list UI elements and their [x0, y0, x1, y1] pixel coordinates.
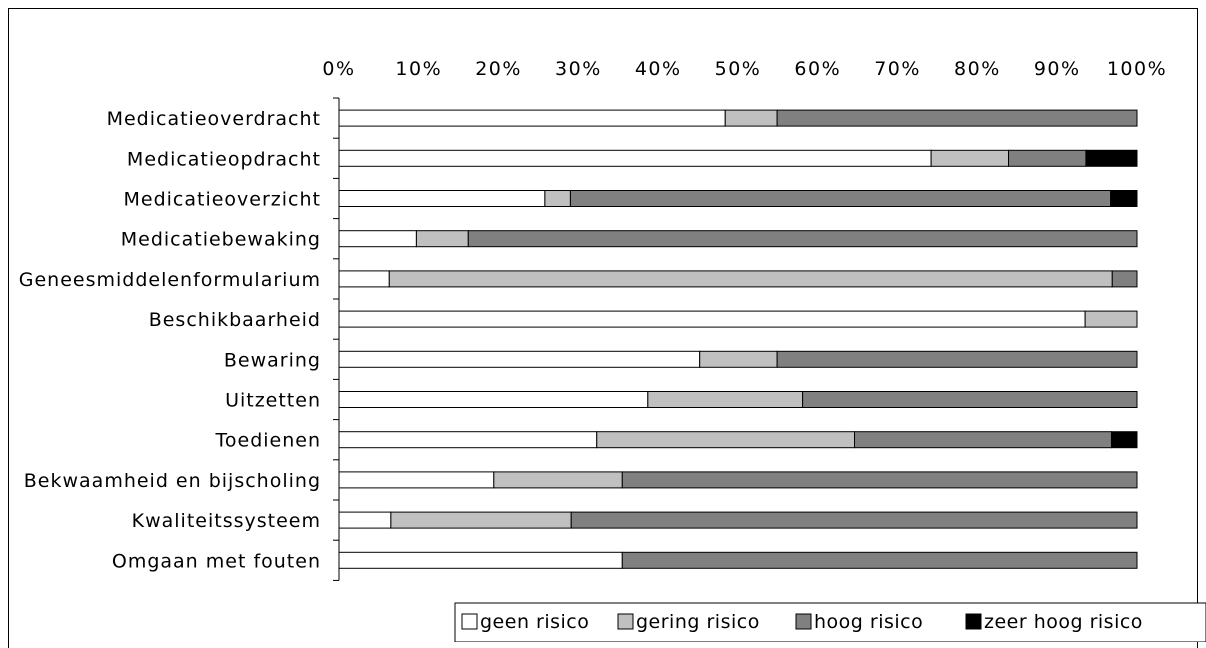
- bar-segment: [776, 109, 1138, 127]
- x-tick-label: 10%: [395, 58, 442, 80]
- x-tick-label: 90%: [1034, 58, 1081, 80]
- category-label: Medicatiebewaking: [121, 229, 321, 251]
- x-tick-label: 100%: [1107, 58, 1167, 80]
- bar-segment: [1085, 149, 1138, 167]
- bar-segment: [1008, 149, 1087, 167]
- x-tick-label: 80%: [954, 58, 1001, 80]
- x-tick-label: 40%: [635, 58, 682, 80]
- bar-segment: [338, 310, 1086, 328]
- category-label: Kwaliteitssysteem: [132, 510, 321, 532]
- bar-segment: [1111, 270, 1138, 288]
- bar-segment: [338, 551, 623, 569]
- bar-segment: [802, 391, 1138, 408]
- bar-segment: [338, 149, 932, 167]
- bar-segment: [338, 109, 726, 127]
- category-label: Toedienen: [215, 430, 322, 452]
- bar-segment: [338, 511, 392, 529]
- legend-label: geen risico: [480, 611, 589, 633]
- x-tick-label: 60%: [794, 58, 841, 80]
- x-tick-label: 50%: [715, 58, 762, 80]
- bar-segment: [776, 350, 1138, 368]
- legend-swatch: [617, 613, 634, 630]
- bar-segment: [596, 431, 856, 449]
- category-label: Uitzetten: [225, 390, 321, 412]
- x-tick-label: 0%: [322, 58, 355, 80]
- bar-segment: [854, 431, 1112, 449]
- bar-segment: [388, 270, 1113, 288]
- category-label: Geneesmiddelenformularium: [19, 269, 321, 291]
- bar-segment: [338, 190, 546, 207]
- bar-segment: [338, 230, 417, 248]
- x-tick-label: 30%: [555, 58, 602, 80]
- axes: [333, 97, 340, 581]
- bar-segment: [493, 471, 623, 489]
- bar-segment: [415, 230, 469, 248]
- bar-segment: [338, 350, 701, 368]
- bar-segment: [570, 511, 1138, 529]
- category-label: Medicatieoverzicht: [124, 189, 322, 211]
- bar-segment: [930, 149, 1010, 167]
- category-labels: Medicatieoverdracht Medicatieopdracht Medi…: [19, 108, 322, 572]
- x-tick-label: 70%: [874, 58, 921, 80]
- bar-segment: [621, 471, 1138, 489]
- bar-segment: [338, 471, 495, 489]
- bar-segment: [1110, 190, 1138, 207]
- category-label: Medicatieoverdracht: [107, 108, 321, 130]
- bar-segment: [699, 350, 778, 368]
- bar-segment: [390, 511, 572, 529]
- bar-segment: [338, 270, 390, 288]
- bar-segment: [338, 391, 649, 408]
- category-label: Beschikbaarheid: [149, 309, 321, 331]
- legend-label: hoog risico: [814, 611, 923, 633]
- legend-swatch: [795, 613, 812, 630]
- bar-segment: [569, 190, 1112, 207]
- bar-segment: [647, 391, 804, 408]
- legend-swatch: [461, 613, 478, 630]
- bar-segment: [544, 190, 571, 207]
- category-label: Bewaring: [224, 349, 321, 371]
- legend-label: gering risico: [636, 611, 760, 633]
- bars: [338, 109, 1138, 569]
- legend-label: zeer hoog risico: [984, 611, 1143, 633]
- bar-segment: [621, 551, 1138, 569]
- legend: geen risico gering risico hoog risico zeer …: [454, 602, 1206, 642]
- category-label: Medicatieopdracht: [127, 148, 321, 170]
- bar-segment: [338, 431, 598, 449]
- category-label: Omgaan met fouten: [112, 550, 321, 572]
- bar-segment: [1084, 310, 1138, 328]
- bar-segment: [467, 230, 1138, 248]
- x-tick-label: 20%: [475, 58, 522, 80]
- bar-segment: [1110, 431, 1138, 449]
- legend-box: [454, 602, 1206, 642]
- legend-swatch: [965, 613, 982, 630]
- bar-segment: [724, 109, 778, 127]
- category-label: Bekwaamheid en bijscholing: [24, 470, 321, 492]
- x-tick-labels: 0% 10% 20% 30% 40% 50% 60% 70% 80% 90% 100%: [322, 58, 1167, 80]
